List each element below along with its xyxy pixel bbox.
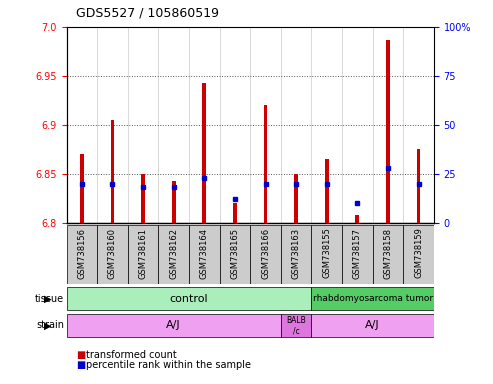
Bar [189, 225, 219, 284]
Text: ▶: ▶ [44, 320, 52, 331]
Bar [355, 215, 359, 223]
Text: rhabdomyosarcoma tumor: rhabdomyosarcoma tumor [313, 294, 433, 303]
Bar [67, 287, 312, 310]
Bar [417, 149, 421, 223]
Text: tissue: tissue [35, 293, 64, 304]
Text: GSM738155: GSM738155 [322, 228, 331, 278]
Bar [172, 180, 176, 223]
Bar [97, 225, 128, 284]
Text: GSM738160: GSM738160 [108, 228, 117, 279]
Bar [264, 105, 267, 223]
Bar [158, 225, 189, 284]
Bar [110, 120, 114, 223]
Bar [373, 225, 403, 284]
Text: control: control [170, 293, 209, 304]
Bar [342, 225, 373, 284]
Bar [203, 83, 206, 223]
Text: GSM738162: GSM738162 [169, 228, 178, 279]
Text: GDS5527 / 105860519: GDS5527 / 105860519 [76, 6, 219, 19]
Bar [403, 225, 434, 284]
Text: BALB
/c: BALB /c [286, 316, 306, 335]
Text: transformed count: transformed count [86, 350, 177, 360]
Text: GSM738161: GSM738161 [139, 228, 147, 279]
Bar [67, 314, 281, 337]
Bar [312, 314, 434, 337]
Text: ■: ■ [76, 360, 86, 370]
Bar [281, 225, 312, 284]
Bar [219, 225, 250, 284]
Text: GSM738156: GSM738156 [77, 228, 86, 279]
Bar [80, 154, 84, 223]
Bar [141, 174, 145, 223]
Text: GSM738163: GSM738163 [291, 228, 301, 279]
Text: ▶: ▶ [44, 293, 52, 304]
Text: GSM738159: GSM738159 [414, 228, 423, 278]
Text: strain: strain [36, 320, 64, 331]
Text: GSM738166: GSM738166 [261, 228, 270, 279]
Bar [312, 287, 434, 310]
Text: GSM738164: GSM738164 [200, 228, 209, 279]
Bar [312, 225, 342, 284]
Bar [128, 225, 158, 284]
Bar [67, 225, 97, 284]
Text: GSM738157: GSM738157 [353, 228, 362, 279]
Bar [281, 314, 312, 337]
Bar [250, 225, 281, 284]
Bar [233, 203, 237, 223]
Text: ■: ■ [76, 350, 86, 360]
Text: percentile rank within the sample: percentile rank within the sample [86, 360, 251, 370]
Bar [325, 159, 328, 223]
Text: GSM738158: GSM738158 [384, 228, 392, 279]
Bar [386, 40, 390, 223]
Text: A/J: A/J [365, 320, 380, 331]
Bar [294, 174, 298, 223]
Text: GSM738165: GSM738165 [230, 228, 240, 279]
Text: A/J: A/J [166, 320, 181, 331]
